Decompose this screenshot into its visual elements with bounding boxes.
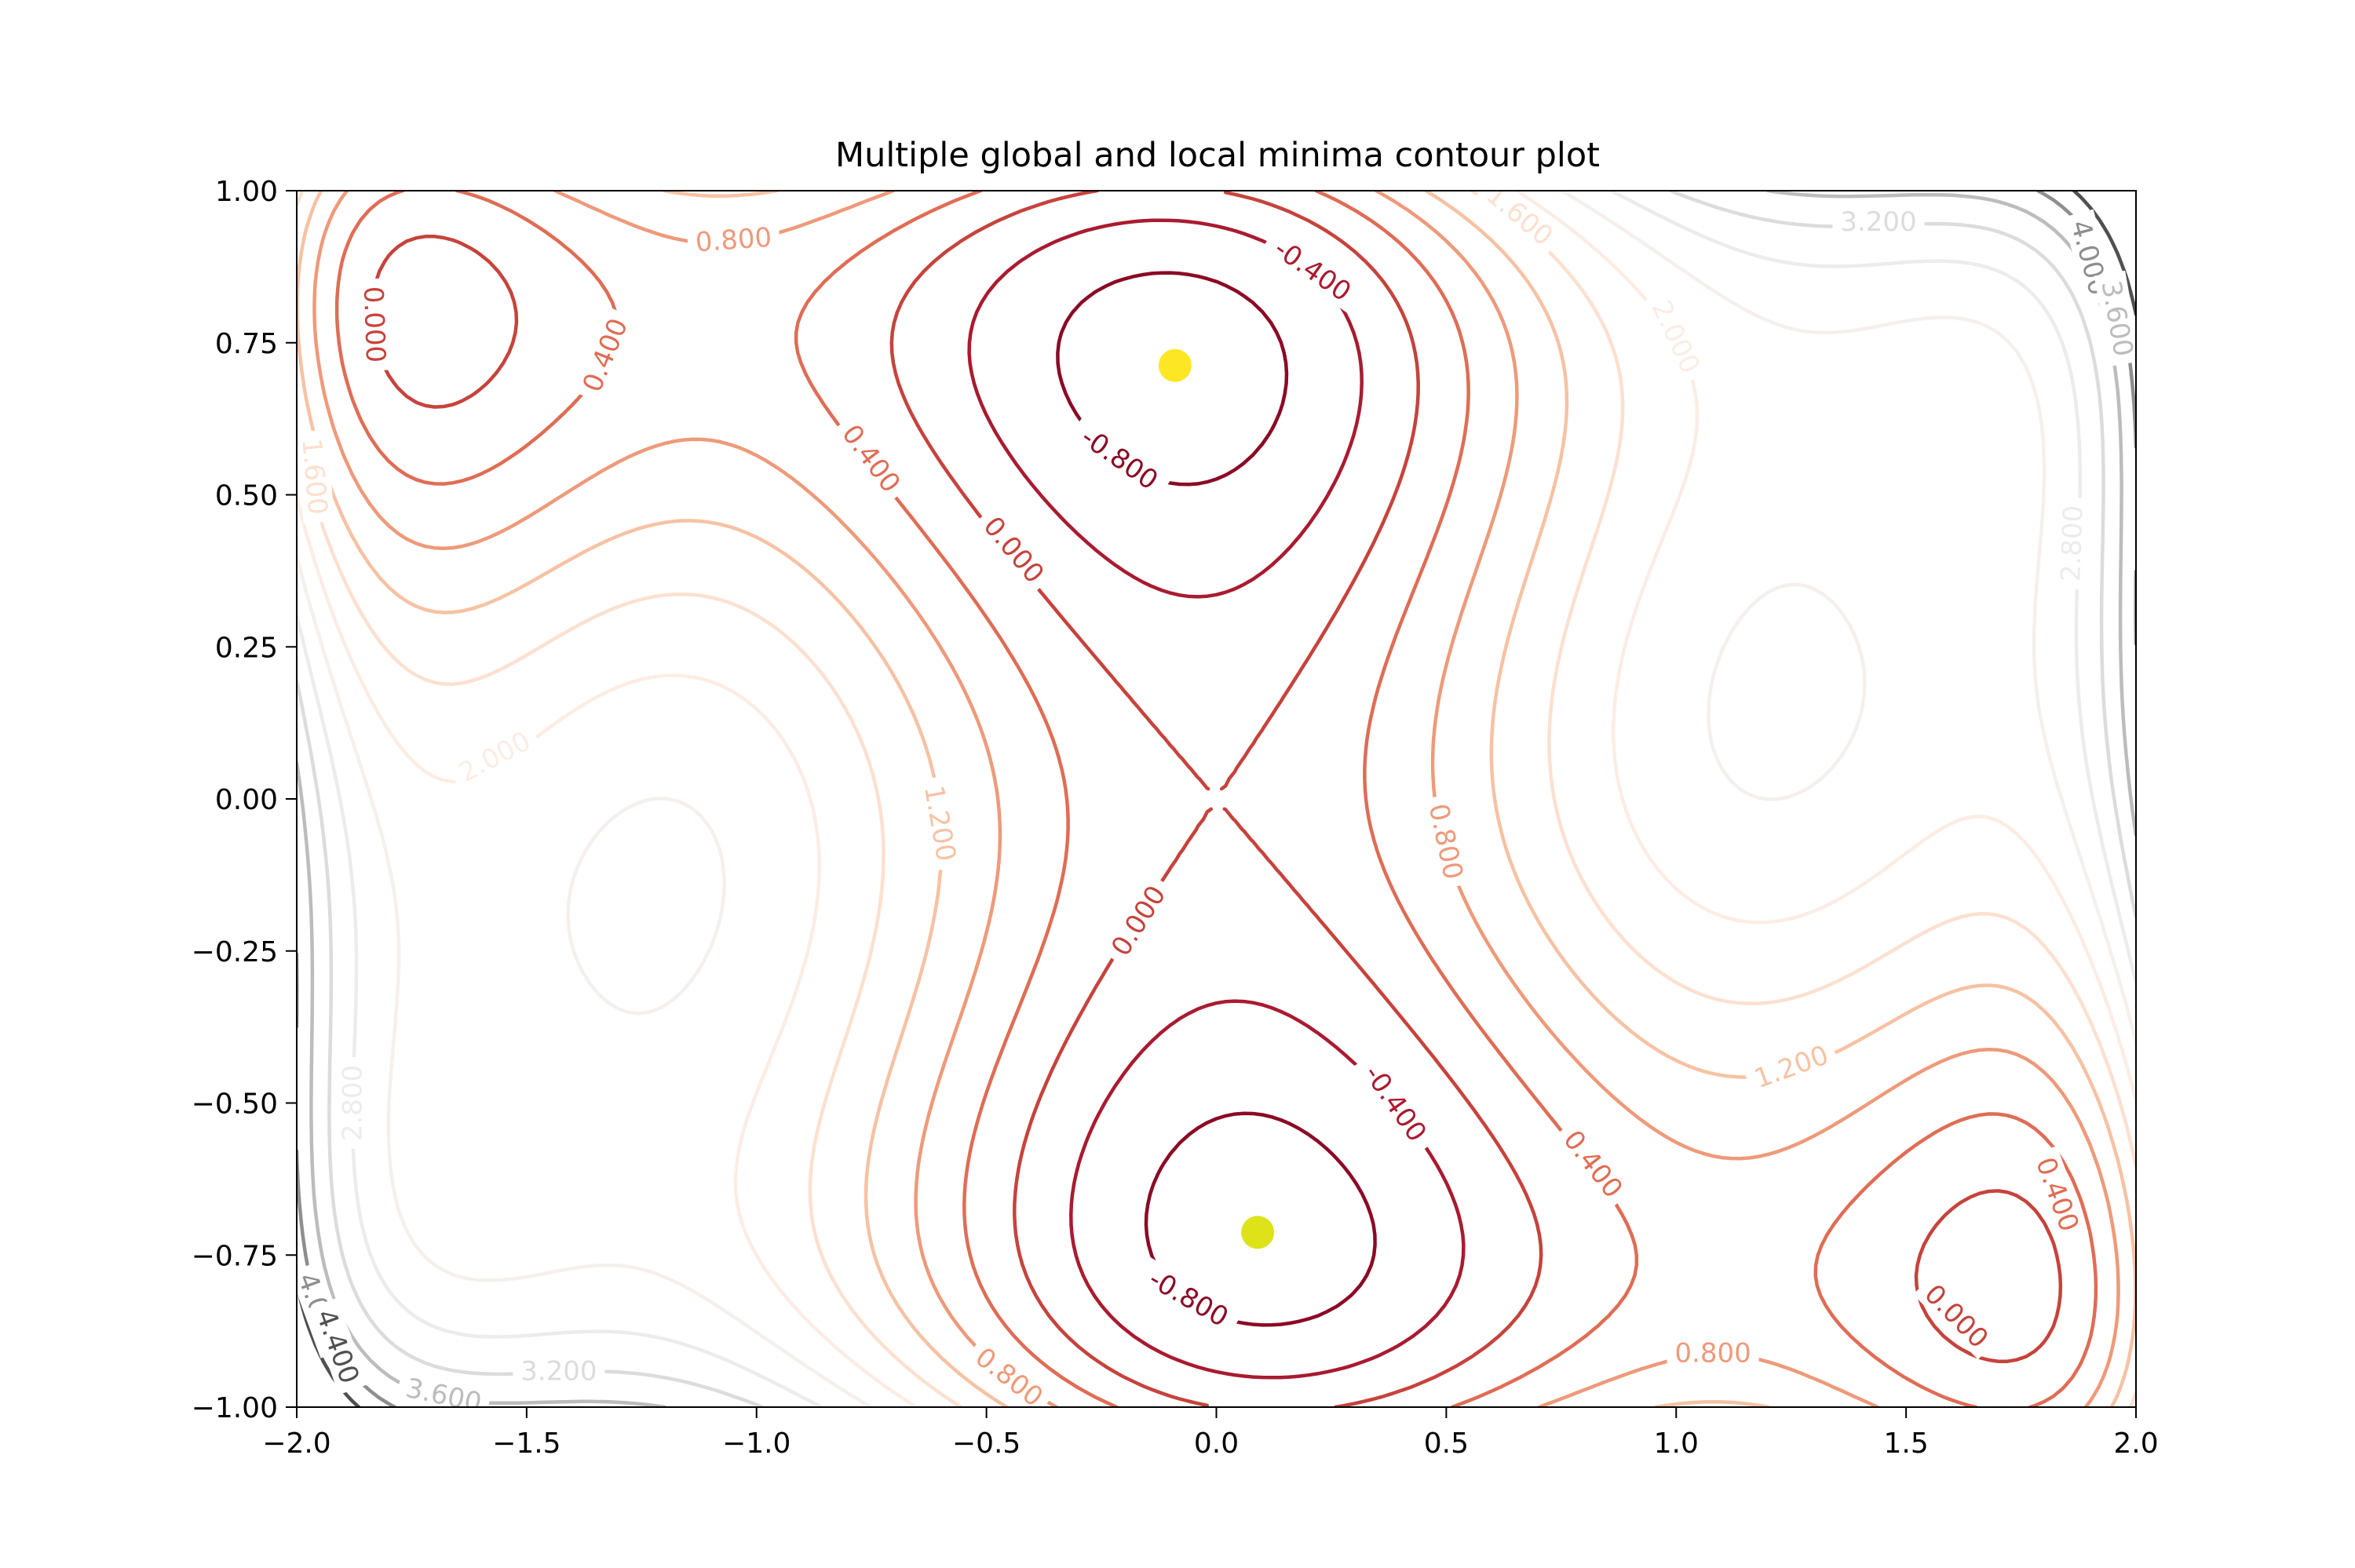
contour-label: 2.800 bbox=[336, 1057, 368, 1149]
y-tick-label: 0.75 bbox=[215, 328, 278, 360]
x-tick-label: −2.0 bbox=[262, 1428, 330, 1460]
minimum-point bbox=[1158, 348, 1192, 382]
svg-text:0.000: 0.000 bbox=[357, 286, 391, 363]
contour-level-line bbox=[297, 191, 2136, 1407]
x-tick-label: −1.0 bbox=[722, 1428, 790, 1460]
y-tick-label: 0.50 bbox=[215, 480, 278, 512]
contour-label: 0.800 bbox=[686, 220, 781, 259]
x-tick-label: −1.5 bbox=[492, 1428, 560, 1460]
contour-label: 3.200 bbox=[513, 1355, 605, 1387]
contour-level-line bbox=[297, 191, 2136, 1407]
minima-markers bbox=[1158, 348, 1275, 1249]
contour-level-line bbox=[297, 191, 2136, 1407]
y-tick-label: −0.75 bbox=[192, 1240, 278, 1272]
contour-level-line bbox=[297, 191, 2136, 1407]
contour-level-line bbox=[312, 191, 2120, 1407]
x-tick-label: −0.5 bbox=[952, 1428, 1020, 1460]
contour-level-line bbox=[967, 218, 1466, 1380]
y-tick-label: 1.00 bbox=[215, 176, 278, 208]
y-tick-label: 0.25 bbox=[215, 632, 278, 664]
x-tick-label: 2.0 bbox=[2113, 1428, 2158, 1460]
x-tick-label: 1.5 bbox=[1883, 1428, 1928, 1460]
y-tick-label: −0.50 bbox=[192, 1088, 278, 1121]
svg-text:2.800: 2.800 bbox=[337, 1065, 368, 1141]
svg-text:3.200: 3.200 bbox=[1840, 206, 1916, 238]
svg-text:0.800: 0.800 bbox=[1674, 1337, 1751, 1369]
contour-level-line bbox=[297, 191, 2136, 1407]
y-axis: −1.00 −0.75 −0.50 −0.25 0.00 0.25 0.50 0.75 1.00 bbox=[192, 176, 297, 1424]
x-tick-label: 1.0 bbox=[1654, 1428, 1699, 1460]
contour-lines bbox=[297, 191, 2136, 1407]
contour-label: 3.200 bbox=[1832, 205, 1925, 238]
contour-label: 2.800 bbox=[2054, 497, 2090, 590]
y-tick-label: −1.00 bbox=[192, 1392, 278, 1424]
chart-title: Multiple global and local minima contour… bbox=[835, 136, 1600, 175]
svg-text:2.800: 2.800 bbox=[2055, 505, 2089, 582]
contour-label: 1.600 bbox=[295, 429, 335, 524]
y-tick-label: −0.25 bbox=[192, 936, 278, 968]
minimum-point bbox=[1241, 1216, 1275, 1249]
x-axis: −2.0 −1.5 −1.0 −0.5 0.0 0.5 1.0 1.5 2.0 bbox=[262, 1407, 2159, 1460]
contour-label: 0.800 bbox=[1667, 1336, 1759, 1369]
contour-label: 0.000 bbox=[357, 278, 392, 371]
svg-text:3.200: 3.200 bbox=[520, 1356, 597, 1387]
x-tick-label: 0.0 bbox=[1194, 1428, 1239, 1460]
svg-text:0.800: 0.800 bbox=[695, 222, 773, 259]
x-tick-label: 0.5 bbox=[1424, 1428, 1469, 1460]
svg-text:1.600: 1.600 bbox=[295, 437, 333, 516]
y-tick-label: 0.00 bbox=[215, 784, 278, 816]
